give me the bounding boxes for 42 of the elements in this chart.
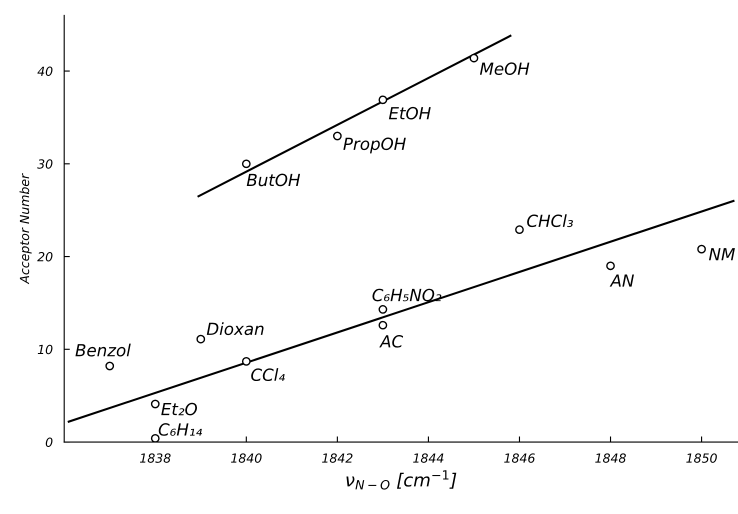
x-tick-label: 1842 bbox=[322, 453, 352, 463]
y-tick-label: 40 bbox=[37, 66, 52, 76]
annotation: CHCl₃ bbox=[527, 214, 573, 228]
point bbox=[242, 159, 251, 168]
annotation: CCl₄ bbox=[251, 368, 285, 382]
point bbox=[378, 320, 388, 330]
annotation: Benzol bbox=[75, 344, 131, 357]
x-tick-label: 1838 bbox=[140, 453, 171, 463]
x-axis-title: ν$_{N−O}$ [cm$^{−1}$] bbox=[346, 470, 456, 490]
point bbox=[470, 54, 478, 62]
point bbox=[242, 356, 251, 366]
point bbox=[378, 95, 388, 104]
annotation: NM bbox=[708, 248, 735, 260]
annotation: AC bbox=[379, 335, 404, 348]
point bbox=[150, 400, 160, 408]
x-tick-label: 1846 bbox=[504, 453, 535, 463]
point bbox=[378, 305, 388, 314]
point bbox=[105, 362, 114, 370]
y-tick-label: 20 bbox=[37, 252, 52, 262]
point bbox=[515, 225, 524, 234]
x-tick-label: 1848 bbox=[595, 453, 626, 463]
annotation: AN bbox=[610, 274, 634, 287]
point bbox=[697, 244, 706, 254]
annotation: Et₂O bbox=[161, 402, 198, 416]
annotation: C₆H₅NO₂ bbox=[372, 288, 442, 302]
annotation: PropOH bbox=[343, 138, 406, 154]
annotation: EtOH bbox=[388, 106, 431, 120]
x-tick-label: 1840 bbox=[231, 453, 262, 463]
x-tick-label: 1844 bbox=[413, 453, 444, 463]
y-tick-label: 30 bbox=[37, 159, 52, 169]
annotation: C₆H₁₄ bbox=[158, 423, 202, 436]
y-tick-label: 10 bbox=[38, 344, 52, 354]
annotation: Dioxan bbox=[206, 322, 264, 336]
annotation: MeOH bbox=[480, 62, 530, 75]
x-tick-label: 1850 bbox=[686, 453, 717, 463]
y-tick-label: 0 bbox=[46, 438, 52, 447]
point bbox=[332, 132, 342, 140]
annotation: ButOH bbox=[246, 174, 300, 186]
point bbox=[196, 334, 206, 344]
y-axis-title: Acceptor Number bbox=[20, 173, 32, 284]
point bbox=[606, 261, 615, 270]
point bbox=[150, 434, 160, 442]
